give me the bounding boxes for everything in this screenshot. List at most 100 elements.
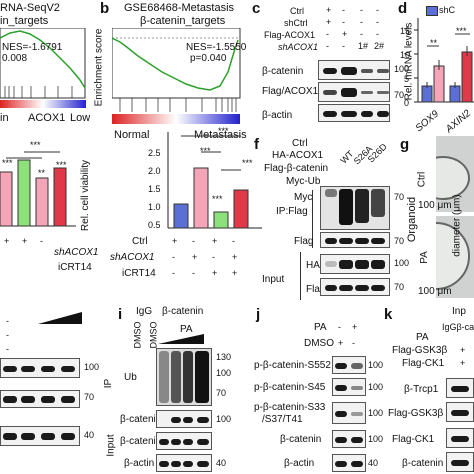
panel-j-blot-s45	[332, 378, 366, 396]
panel-k-blot-label-ck1: Flag-CK1	[392, 434, 435, 445]
panel-j-row-pa: PA	[314, 322, 327, 333]
panel-g-letter: g	[400, 136, 410, 153]
panel-b-x-left: Normal	[114, 129, 150, 141]
panel-i-blot-bcat-ip	[156, 410, 212, 428]
via-row-sh: shACOX1	[110, 252, 155, 263]
panel-a-p: 0.008	[2, 53, 28, 64]
panel-h-triangle	[38, 312, 82, 324]
panel-a-title-1: RNA-SeqV2	[0, 2, 60, 14]
panel-f-blot-flag-in	[320, 278, 390, 296]
panel-i-lane-dmso-2: DMSO	[148, 321, 159, 349]
panel-c-row-flag: Flag-ACOX1	[264, 30, 316, 40]
panel-h-mw-3: 40	[84, 430, 95, 440]
panel-b-x-right: Metastasis	[194, 129, 247, 141]
via-tick-15: 1.5	[148, 184, 161, 194]
panel-d-chart	[414, 18, 474, 103]
panel-j-blot-label-s552: p-β-catenin-S552	[254, 360, 331, 371]
panel-d-tick-15: 15	[400, 26, 411, 36]
panel-i-head-igg: IgG	[136, 306, 153, 317]
panel-i-mw-5: 40	[216, 458, 227, 468]
panel-f-ip: IP:Flag	[276, 206, 308, 217]
organoid-image-ctrl	[436, 136, 474, 212]
panel-h-blot-3	[0, 426, 80, 446]
panel-j-mark-3: +	[338, 338, 344, 348]
panel-a-colorbar	[0, 100, 86, 108]
panel-c-blot-label-1: β-catenin	[262, 66, 304, 77]
panel-k-blot-label-trcp: β-Trcp1	[404, 384, 439, 395]
panel-d-sig-2: ***	[456, 26, 467, 36]
panel-i-mw-1: 130	[216, 352, 232, 362]
panel-f-mw-3: 100	[394, 258, 410, 268]
bar-e-1	[0, 171, 13, 227]
panel-i-blot-ub	[156, 348, 212, 406]
panel-c-marks: + - - - + - - - - + - - - -1# 2#	[326, 5, 385, 51]
panel-j-blot-s552	[332, 356, 366, 374]
panel-e-chart	[0, 151, 76, 227]
panel-e-row-icrt: iCRT14	[58, 262, 92, 273]
panel-f-row-flag: Flag-β-catenin	[264, 163, 329, 174]
panel-f-blot-label-myc: Myc	[294, 192, 313, 203]
panel-j-mark-4: -	[352, 338, 355, 348]
panel-g-row-pa: PA	[418, 251, 430, 264]
panel-c-blot-1	[318, 60, 390, 80]
panel-k-blot-trcp	[446, 378, 474, 398]
panel-j-blot-s33	[332, 402, 366, 424]
legend-swatch	[426, 6, 438, 16]
panel-d-tick-0: 0	[404, 98, 410, 108]
panel-k-blot-label-bcat: β-catenin	[402, 458, 444, 469]
panel-j-blot-label-s45: p-β-catenin-S45	[254, 382, 326, 393]
panel-c-lane-2: 2#	[374, 41, 385, 51]
panel-k-head: Inp	[452, 306, 466, 317]
panel-e-sig-4: ***	[56, 160, 67, 170]
panel-k-blot-gsk	[446, 402, 474, 422]
via-row-icrt: iCRT14	[122, 268, 156, 279]
panel-f-blot-flag-ip	[320, 232, 390, 248]
panel-k-row-gsk: Flag-GSK3β	[392, 345, 448, 356]
panel-c-blot-2	[318, 82, 390, 102]
panel-f-blot-label-flag-ip: Flag	[294, 236, 314, 247]
panel-c-letter: c	[252, 0, 261, 17]
via-sig-2: ***	[200, 146, 211, 156]
panel-k-blot-label-gsk: Flag-GSK3β	[388, 408, 444, 419]
panel-d-tick-5: 5	[404, 74, 410, 84]
panel-i-mw-3: 70	[216, 388, 227, 398]
panel-h-mw-2: 70	[84, 392, 95, 402]
panel-c-lane-1: 1#	[358, 41, 369, 51]
panel-c-blot-label-3: β-actin	[262, 110, 293, 121]
panel-k-sub: IgGβ-cat	[442, 322, 474, 332]
panel-d-tick-10: 10	[400, 50, 411, 60]
panel-i-blot-label-ub: Ub	[124, 372, 137, 383]
panel-f-bracket-1	[312, 190, 313, 248]
panel-g-side: Organoid	[406, 196, 419, 243]
panel-d-legend: shC	[426, 4, 474, 16]
viability-chart	[167, 132, 262, 229]
via-bar-3	[213, 211, 229, 229]
panel-d-gene-2: AXIN2	[443, 107, 474, 136]
panel-d-gene-1: SOX9	[413, 108, 442, 135]
panel-c-row-ctrl: Ctrl	[290, 6, 304, 16]
panel-i-blot-label-actin: β-actin	[124, 458, 155, 469]
panel-j-blot-bcat	[332, 430, 366, 448]
panel-d-sig-1: **	[430, 38, 438, 48]
bar-axin2-1	[449, 85, 461, 103]
panel-g-row-ctrl: Ctrl	[416, 171, 428, 188]
via-marks: + - + - - + - + - - + +	[172, 236, 238, 278]
panel-j-blot-label-s33: p-β-catenin-S33	[254, 402, 326, 413]
panel-i-input: Input	[105, 434, 117, 457]
panel-f-mw-2: 70	[394, 236, 405, 246]
panel-i-blot-label-bcat-in: β-catenin	[120, 436, 162, 447]
panel-i-lane-pa: PA	[180, 324, 193, 335]
panel-b-ylabel: Enrichment score	[93, 28, 105, 107]
panel-j-mw-5: 40	[368, 458, 379, 468]
panel-e-condition-table: + + - shACOX1 iCRT14	[4, 236, 99, 273]
via-bar-2	[193, 167, 209, 229]
panel-f-mw-1: 70	[394, 192, 405, 202]
panel-h-mw-1: 100	[84, 362, 100, 372]
panel-j-blot-label-actin: β-actin	[284, 458, 315, 469]
via-sig-4: ***	[212, 194, 223, 204]
panel-i-blot-actin	[156, 454, 212, 472]
panel-j-mw-2: 100	[368, 382, 384, 392]
panel-j-letter: j	[256, 306, 261, 323]
via-tick-25: 2.5	[148, 148, 161, 158]
panel-k-letter: k	[384, 306, 393, 323]
